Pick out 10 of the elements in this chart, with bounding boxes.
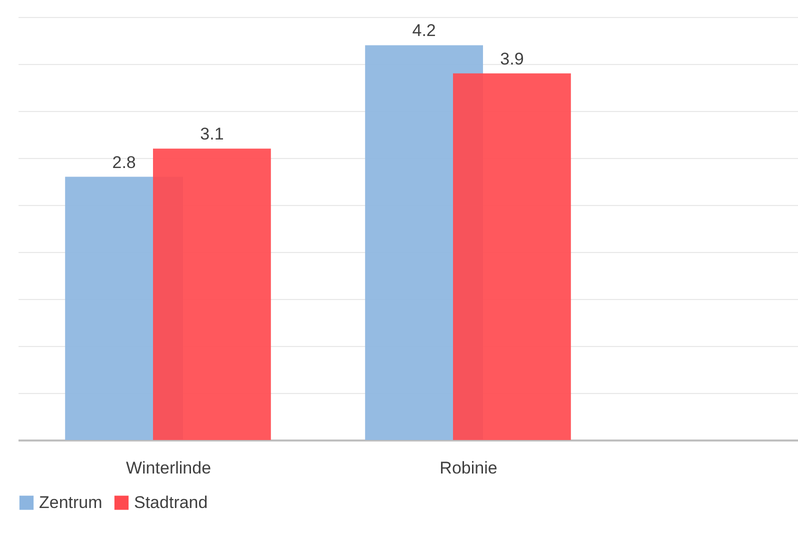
data-label: 3.9 xyxy=(500,49,524,68)
legend-label: Stadtrand xyxy=(134,492,208,512)
x-tick-label: Robinie xyxy=(440,458,498,478)
x-tick-label: Winterlinde xyxy=(126,458,212,478)
legend-label: Zentrum xyxy=(39,492,102,512)
data-label: 4.2 xyxy=(412,21,436,40)
data-label: 3.1 xyxy=(200,124,224,144)
data-label: 2.8 xyxy=(112,152,136,172)
bar xyxy=(153,148,271,440)
bar xyxy=(453,73,571,440)
